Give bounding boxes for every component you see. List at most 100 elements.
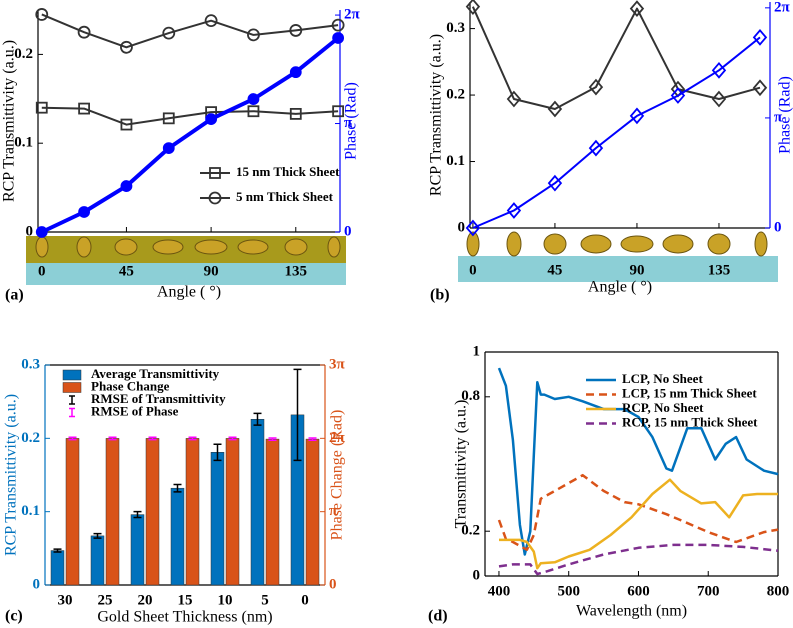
marker [78,102,90,115]
panel-label: (d) [428,608,448,625]
marker [547,100,563,118]
nano-element [284,238,308,256]
nano-element [707,233,731,255]
nano-element [327,236,341,258]
series-line [41,13,339,49]
marker [670,87,686,104]
x-tick-label: 90 [629,262,644,278]
error-bar [133,510,142,519]
legend-label: RMSE of Phase [91,403,179,418]
panel-label: (a) [5,287,24,304]
marker [465,219,481,237]
marker [205,113,218,126]
marker [289,24,303,37]
y2-tick-label: 2π [774,0,791,15]
series-line [497,473,779,552]
bar [170,487,185,586]
marker [588,139,604,157]
series-line [471,6,761,110]
nano-element [152,239,184,255]
y2-tick-label: 2π [344,7,361,23]
legend-label: RCP, 15 nm Thick Sheet [622,414,758,429]
x-tick-label: 0 [38,263,46,279]
bar [210,452,225,586]
marker [162,142,175,155]
y-tick-label: 0 [458,219,466,235]
x-tick-label: 45 [547,262,562,278]
glass-layer [458,256,778,282]
panel-label: (b) [430,287,450,304]
y2-tick-label: π [329,503,338,519]
marker [289,107,302,120]
x-tick-label: 15 [178,592,193,608]
y-tick-label: 0.1 [446,153,465,169]
legend-swatch [62,369,82,381]
legend-label: 15 nm Thick Sheet [236,164,340,179]
bar [185,438,200,586]
nano-element [114,238,138,256]
nano-element [662,234,694,254]
marker [162,112,175,125]
bar [105,438,120,586]
x-tick-label: 90 [204,263,219,279]
error-bar [68,436,77,441]
nano-element [76,236,92,258]
marker [332,32,345,44]
legend-label: Average Transmittivity [91,366,220,381]
x-axis-title: Wavelength (nm) [576,603,687,620]
marker [506,202,522,219]
x-tick-label: 5 [261,592,269,608]
x-tick-label: 700 [697,583,720,599]
x-tick-label: 10 [218,592,233,608]
y2-axis-title: Phase (Rad) [777,76,793,154]
error-bar [293,368,302,462]
y-tick-label: 0.2 [21,430,40,446]
bar [50,550,65,586]
y2-tick-label: 0 [774,219,782,235]
marker [209,167,221,179]
y2-tick-label: π [344,115,353,131]
series-line [472,36,761,229]
marker [465,0,481,16]
marker [120,180,133,192]
nano-element [237,239,269,255]
series-line [40,36,340,234]
legend-error-glyph [69,395,75,405]
nano-element [194,239,228,255]
marker [752,79,768,97]
series-line [499,478,778,570]
marker [204,14,218,28]
error-bar [93,532,102,539]
x-tick-label: 135 [708,262,731,278]
error-bar [308,437,317,442]
x-tick-label: 20 [138,592,153,608]
y-tick-label: 0.2 [14,46,33,62]
nano-element [506,231,522,257]
marker [711,61,727,79]
bar [225,438,240,586]
marker [247,105,260,118]
series-line [498,543,779,576]
bar [145,438,160,586]
legend-label: RCP, No Sheet [622,400,704,415]
nano-element [620,235,654,253]
y-tick-label: 0.8 [461,388,480,404]
error-bar [213,443,222,462]
y2-tick-label: 0 [329,576,337,592]
x-tick-label: 500 [557,583,580,599]
error-bar [188,436,197,441]
bar [65,438,80,586]
marker [629,107,645,125]
x-tick-label: 135 [285,263,308,279]
x-tick-label: 800 [767,583,790,599]
nano-element [35,236,49,258]
marker [162,26,176,40]
y-axis-title: RCP Transmittivity (a.u.) [428,34,445,196]
x-tick-label: 25 [98,592,113,608]
marker [120,118,133,131]
y-tick-label: 0.1 [21,503,40,519]
bar [305,438,320,586]
nano-element [543,233,567,255]
